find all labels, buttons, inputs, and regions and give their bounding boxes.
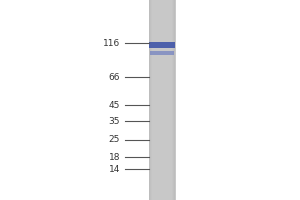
Text: 25: 25: [109, 136, 120, 144]
Bar: [151, 0, 152, 200]
Bar: [149, 42, 175, 48]
Bar: [150, 0, 152, 200]
Bar: [174, 0, 175, 200]
Text: 116: 116: [103, 38, 120, 47]
Bar: [173, 0, 174, 200]
Text: 18: 18: [109, 152, 120, 162]
Bar: [150, 51, 174, 55]
Bar: [172, 0, 173, 200]
Text: 45: 45: [109, 100, 120, 110]
Bar: [148, 0, 150, 200]
Bar: [172, 0, 174, 200]
Text: 14: 14: [109, 164, 120, 173]
Bar: [173, 0, 175, 200]
Bar: [150, 0, 151, 200]
Bar: [174, 0, 175, 200]
Bar: [149, 0, 150, 200]
Text: 35: 35: [109, 116, 120, 126]
Bar: [148, 0, 176, 200]
Text: 66: 66: [109, 72, 120, 82]
Bar: [149, 0, 151, 200]
